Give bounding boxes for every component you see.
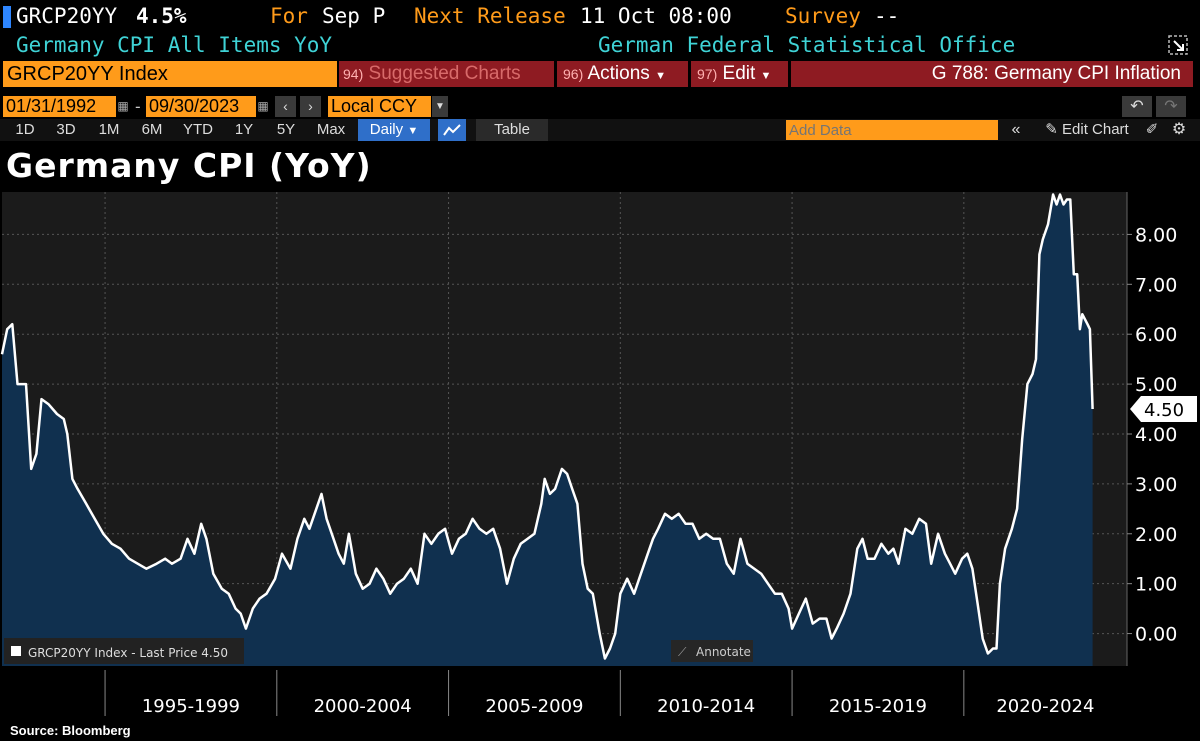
edit-num: 97) [697,66,718,82]
frequency-caret-icon: ▼ [407,125,419,137]
last-value: 4.5% [136,4,187,28]
suggested-num: 94) [343,66,364,82]
security-description: Germany CPI All Items YoY [16,33,333,57]
y-tick-label: 5.00 [1135,374,1177,396]
edit-caret-icon: ▼ [760,70,772,82]
series-area [2,194,1093,666]
range-5y[interactable]: 5Y [276,121,296,138]
header-row-1: GRCP20YY 4.5% For Sep P Next Release 11 … [0,4,1200,30]
line-chart-icon[interactable] [438,119,466,141]
prev-period-icon[interactable]: ‹ [275,96,296,117]
range-3d[interactable]: 3D [56,121,76,138]
date-range-row: 01/31/1992 ▦ - 09/30/2023 ▦ ‹ › Local CC… [0,96,1200,118]
frequency-select[interactable]: Daily ▼ [358,119,430,141]
last-price-label: 4.50 [1144,400,1184,421]
ticker-marker [3,6,11,28]
y-tick-label: 3.00 [1135,474,1177,496]
date-separator: - [133,97,143,116]
suggested-charts-button[interactable]: 94) Suggested Charts [339,61,554,87]
ticker-symbol[interactable]: GRCP20YY [16,4,118,28]
x-period-label: 1995-1999 [142,696,240,717]
table-button[interactable]: Table [476,119,548,141]
annotate-pencil-icon: ⟋ [678,645,687,659]
survey-value: -- [874,4,900,28]
y-tick-label: 2.00 [1135,524,1177,546]
x-axis: 1995-1999 2000-2004 2005-2009 2010-2014 2015… [104,670,1094,717]
series-line[interactable] [0,193,1094,660]
currency-caret-icon[interactable]: ▼ [432,96,448,117]
range-1m[interactable]: 1M [98,121,120,138]
edit-chart-label: Edit Chart [1062,121,1129,138]
edit-chart-button[interactable]: ✎ Edit Chart [1034,119,1140,141]
actions-num: 96) [563,66,584,82]
y-tick-label: 1.00 [1135,574,1177,596]
popout-icon[interactable] [1168,35,1188,55]
range-1d[interactable]: 1D [15,121,35,138]
y-tick-label: 8.00 [1135,224,1177,246]
redo-icon[interactable]: ↷ [1156,96,1186,117]
currency-select[interactable]: Local CCY [328,96,431,117]
y-tick-label: 6.00 [1135,324,1177,346]
y-tick-label: 0.00 [1135,624,1177,646]
next-release-label: Next Release [414,4,566,28]
survey-label: Survey [785,4,861,28]
edit-button[interactable]: 97) Edit ▼ [691,61,788,87]
legend[interactable]: GRCP20YY Index - Last Price 4.50 [4,638,244,664]
range-1y[interactable]: 1Y [234,121,254,138]
settings-gear-icon[interactable]: ⚙ [1171,121,1187,138]
header-row-2: Germany CPI All Items YoY German Federal… [0,33,1200,57]
toolbar-row: GRCP20YY Index 94) Suggested Charts 96) … [0,61,1200,87]
for-value: Sep P [322,4,386,28]
x-period-label: 2015-2019 [829,696,927,717]
chart-name[interactable]: G 788: Germany CPI Inflation [791,61,1193,87]
next-release-value: 11 Oct 08:00 [580,4,732,28]
x-period-label: 2010-2014 [657,696,755,717]
y-tick-label: 4.00 [1135,424,1177,446]
edit-label: Edit [722,63,756,84]
start-calendar-icon[interactable]: ▦ [116,96,130,117]
range-tabs-row: 1D 3D 1M 6M YTD 1Y 5Y Max Daily ▼ Table … [0,119,1200,141]
x-period-label: 2020-2024 [996,696,1094,717]
annotate-label: Annotate [696,645,751,659]
source-note: Source: Bloomberg [10,723,131,738]
security-field[interactable]: GRCP20YY Index [3,61,337,87]
source-agency: German Federal Statistical Office [598,33,1016,57]
chart-area[interactable]: 0.00 1.00 2.00 3.00 4.00 5.00 6.00 7.00 8.00 199… [0,192,1200,720]
range-6m[interactable]: 6M [141,121,163,138]
last-price-tag-shape [1130,396,1197,423]
suggested-label: Suggested Charts [368,63,521,84]
annotate-button[interactable]: ⟋ Annotate [671,640,753,662]
add-data-input[interactable] [786,120,998,140]
start-date-input[interactable]: 01/31/1992 [3,96,116,117]
y-axis-ticks: 0.00 1.00 2.00 3.00 4.00 5.00 6.00 7.00 8.00 [1127,224,1177,646]
legend-text: GRCP20YY Index - Last Price 4.50 [28,646,228,660]
range-max[interactable]: Max [316,121,346,138]
frequency-label: Daily [369,121,404,138]
actions-label: Actions [587,63,650,84]
last-price-tag: 4.50 [1130,396,1197,423]
end-calendar-icon[interactable]: ▦ [256,96,270,117]
pencil-icon: ✎ [1045,121,1058,138]
collapse-icon[interactable]: « [1011,121,1021,138]
y-tick-label: 7.00 [1135,274,1177,296]
x-period-label: 2005-2009 [485,696,583,717]
chart-title: Germany CPI (YoY) [6,146,372,185]
annotate-tool-icon[interactable]: ✐ [1145,121,1159,138]
range-ytd[interactable]: YTD [183,121,213,138]
next-period-icon[interactable]: › [300,96,321,117]
x-period-label: 2000-2004 [314,696,412,717]
end-date-input[interactable]: 09/30/2023 [146,96,256,117]
actions-button[interactable]: 96) Actions ▼ [557,61,688,87]
undo-icon[interactable]: ↶ [1122,96,1152,117]
legend-swatch [11,646,21,656]
actions-caret-icon: ▼ [655,70,666,82]
for-label: For [270,4,308,28]
